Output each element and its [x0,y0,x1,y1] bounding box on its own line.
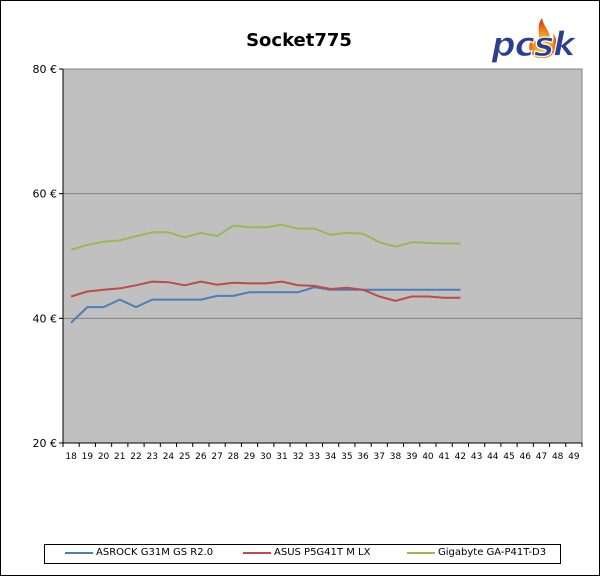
x-tick-label: 18 [65,452,77,462]
y-tick-label: 80 € [33,63,58,76]
y-tick-label: 60 € [33,188,58,201]
x-tick-label: 40 [422,452,434,462]
x-tick-label: 28 [228,452,240,462]
legend-label: ASUS P5G41T M LX [274,547,371,558]
x-tick-label: 29 [244,452,256,462]
x-tick-label: 39 [406,452,418,462]
x-tick-label: 45 [503,452,514,462]
x-tick-label: 41 [438,452,449,462]
plot-area [62,68,583,444]
chart-title: Socket775 [246,30,352,51]
x-tick-label: 42 [455,452,466,462]
series-line-asus-p5g41t-m-lx [70,280,461,302]
x-tick-label: 49 [568,452,580,462]
y-tick-label: 20 € [33,437,58,450]
x-tick-label: 27 [211,452,222,462]
series-lines [70,223,461,324]
x-tick-label: 19 [82,452,94,462]
legend-swatch [65,551,93,554]
x-tick-label: 24 [163,452,175,462]
x-tick-label: 34 [325,452,337,462]
x-tick-label: 25 [179,452,190,462]
gridlines [63,193,582,319]
x-tick-label: 20 [98,452,110,462]
x-tick-label: 32 [292,452,303,462]
x-tick-label: 21 [114,452,125,462]
x-tick-label: 23 [146,452,157,462]
x-tick-label: 30 [260,452,272,462]
legend-swatch [407,551,435,554]
y-axis: 80 € 60 € 40 € 20 € [33,63,64,450]
legend-item: ASROCK G31M GS R2.0 [65,547,213,558]
legend-item: Gigabyte GA-P41T-D3 [407,547,546,558]
x-tick-label: 48 [552,452,564,462]
x-tick-label: 33 [309,452,320,462]
series-line-gigabyte-ga-p41t-d3 [70,223,461,251]
x-tick-label: 36 [357,452,369,462]
x-tick-label: 47 [536,452,547,462]
x-tick-label: 37 [374,452,385,462]
x-tick-label: 43 [471,452,482,462]
legend-swatch [243,551,271,554]
y-tick-label: 40 € [33,312,58,325]
pcsk-logo: pcsk [490,18,580,66]
legend-label: ASROCK G31M GS R2.0 [96,547,214,558]
x-tick-label: 22 [130,452,141,462]
series-line-asrock-g31m-gs-r2-0 [70,286,461,324]
legend-label: Gigabyte GA-P41T-D3 [438,547,547,558]
x-tick-label: 38 [390,452,402,462]
x-axis: 18 19 20 21 22 23 24 25 26 27 28 29 30 31 32 33 34 35 36 37… [62,442,583,462]
svg-text:pcsk: pcsk [490,25,578,65]
x-tick-label: 46 [520,452,532,462]
x-tick-label: 31 [276,452,287,462]
legend-item: ASUS P5G41T M LX [243,547,370,558]
legend: ASROCK G31M GS R2.0 ASUS P5G41T M LX Gigab… [44,544,561,564]
x-tick-label: 44 [487,452,499,462]
x-tick-label: 35 [341,452,352,462]
x-tick-label: 26 [195,452,207,462]
